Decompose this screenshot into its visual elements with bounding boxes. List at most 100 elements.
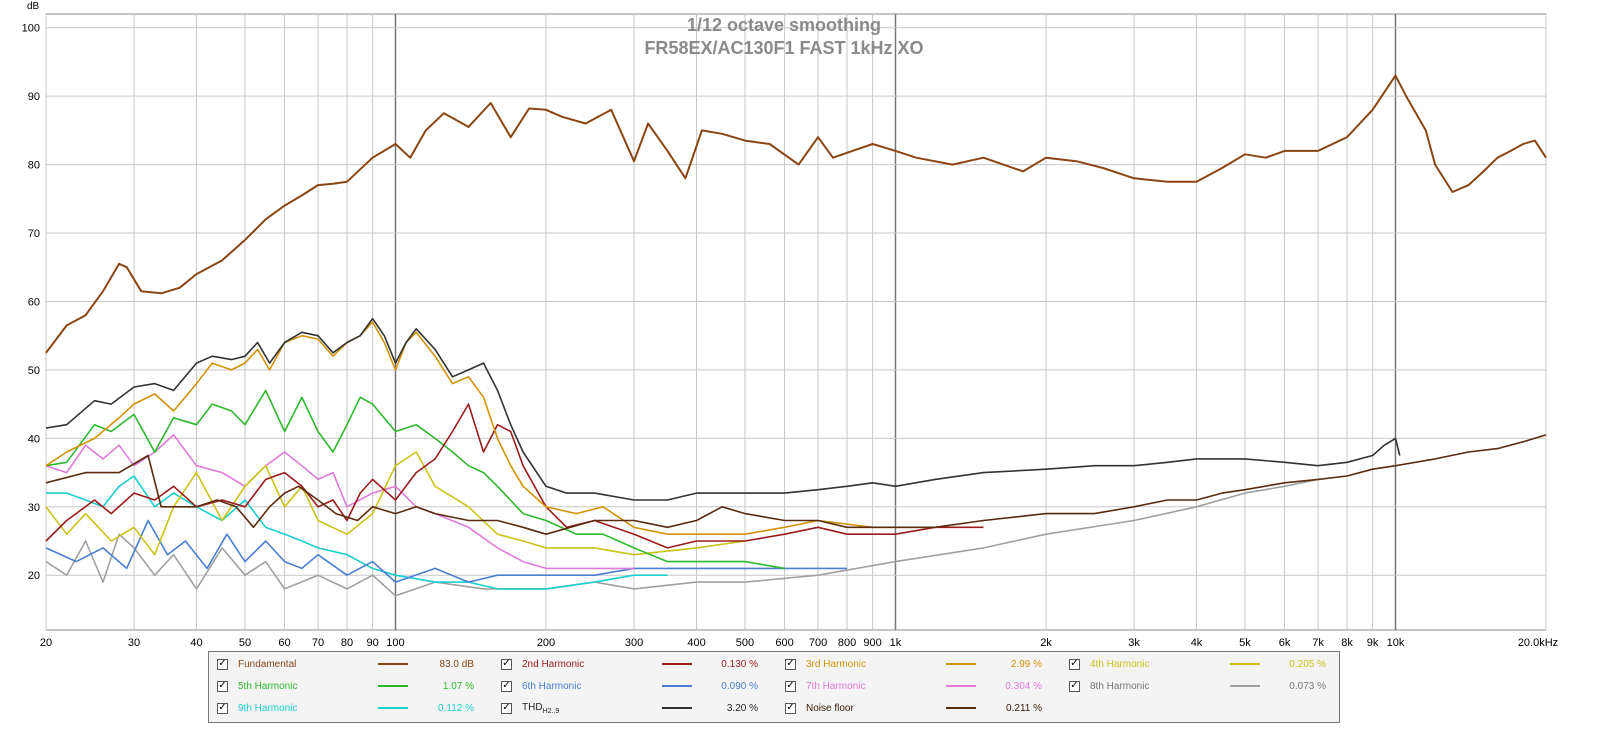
- legend-series-name: 2nd Harmonic: [522, 659, 662, 670]
- x-tick-label: 10k: [1387, 637, 1405, 649]
- x-tick-label: 40: [190, 637, 202, 649]
- legend-series-name-text: 8th Harmonic: [1090, 680, 1150, 692]
- x-tick-label: 9k: [1367, 637, 1379, 649]
- legend-swatch: [946, 663, 976, 665]
- x-tick-label: 200: [537, 637, 555, 649]
- legend-item[interactable]: ✓ Noise floor 0.211 %: [785, 699, 1042, 717]
- legend-series-value: 0.130 %: [721, 658, 758, 670]
- y-tick-labels: 20 30 40 50 60 70 80 90 100: [22, 23, 40, 583]
- legend-swatch: [946, 707, 976, 709]
- x-tick-label: 70: [312, 637, 324, 649]
- legend-item[interactable]: ✓ 6th Harmonic 0.090 %: [501, 677, 758, 695]
- legend: ✓ Fundamental 83.0 dB ✓ 2nd Harmonic 0.130 % ✓…: [208, 651, 1340, 723]
- x-tick-label: 60: [278, 637, 290, 649]
- series-line-4th-harmonic: [45, 451, 746, 556]
- legend-series-name-text: 3rd Harmonic: [806, 658, 867, 670]
- legend-checkbox[interactable]: ✓: [501, 658, 512, 670]
- legend-series-name-text: Fundamental: [238, 658, 297, 670]
- series-line-2nd-harmonic: [45, 403, 984, 549]
- legend-series-name: 5th Harmonic: [238, 681, 378, 692]
- y-tick-label: 90: [28, 91, 40, 103]
- legend-checkbox[interactable]: ✓: [217, 702, 228, 714]
- legend-checkbox[interactable]: ✓: [785, 658, 796, 670]
- legend-item[interactable]: ✓ 2nd Harmonic 0.130 %: [501, 655, 758, 673]
- series-line-9th-harmonic: [46, 475, 668, 590]
- x-tick-label: 700: [809, 637, 827, 649]
- legend-series-value: 1.07 %: [442, 680, 474, 692]
- legend-series-name-text: 2nd Harmonic: [522, 658, 585, 670]
- legend-item[interactable]: ✓ 9th Harmonic 0.112 %: [217, 699, 474, 717]
- series-line-5th-harmonic: [45, 389, 785, 570]
- legend-series-name-text: 4th Harmonic: [1090, 658, 1150, 670]
- x-tick-label: 3k: [1128, 637, 1140, 649]
- series-line-7th-harmonic: [45, 434, 634, 570]
- legend-series-name: Noise floor: [806, 703, 946, 714]
- y-tick-label: 80: [28, 160, 40, 172]
- legend-swatch: [378, 685, 408, 687]
- x-tick-label: 7k: [1312, 637, 1324, 649]
- y-tick-label: 40: [28, 433, 40, 445]
- legend-series-value: 0.073 %: [1289, 680, 1326, 692]
- series-line-thd: [45, 317, 1401, 501]
- legend-checkbox[interactable]: ✓: [501, 702, 512, 714]
- x-tick-label: 30: [128, 637, 140, 649]
- legend-swatch: [1230, 663, 1260, 665]
- legend-series-name-text: THD: [522, 701, 543, 713]
- legend-checkbox[interactable]: ✓: [785, 680, 796, 692]
- x-tick-label: 900: [863, 637, 881, 649]
- chart-subtitle: FR58EX/AC130F1 FAST 1kHz XO: [644, 38, 923, 58]
- legend-checkbox[interactable]: ✓: [1069, 680, 1080, 692]
- series-line-noise-floor: [45, 434, 1547, 535]
- legend-series-value: 0.205 %: [1289, 658, 1326, 670]
- legend-checkbox[interactable]: ✓: [217, 658, 228, 670]
- legend-item[interactable]: ✓ 3rd Harmonic 2.99 %: [785, 655, 1042, 673]
- legend-swatch: [946, 685, 976, 687]
- legend-series-value: 0.112 %: [438, 702, 474, 714]
- legend-series-value: 0.211 %: [1006, 702, 1042, 714]
- legend-series-name: 6th Harmonic: [522, 681, 662, 692]
- legend-series-name-text: 6th Harmonic: [522, 680, 582, 692]
- legend-swatch: [662, 663, 692, 665]
- plot-area: [45, 13, 1547, 631]
- legend-item[interactable]: ✓ 5th Harmonic 1.07 %: [217, 677, 474, 695]
- legend-checkbox[interactable]: ✓: [1069, 658, 1080, 670]
- series-line-3rd-harmonic: [45, 321, 917, 535]
- legend-series-value: 0.090 %: [721, 680, 758, 692]
- series-line-8th-harmonic: [45, 478, 1319, 597]
- x-tick-label: 2k: [1040, 637, 1052, 649]
- x-tick-label: 400: [687, 637, 705, 649]
- legend-swatch: [662, 707, 692, 709]
- y-tick-label: 50: [28, 365, 40, 377]
- legend-series-value: 3.20 %: [726, 702, 758, 714]
- x-tick-label: 50: [239, 637, 251, 649]
- x-tick-label: 20.0kHz: [1518, 637, 1558, 649]
- legend-swatch: [378, 707, 408, 709]
- legend-item[interactable]: ✓ 8th Harmonic 0.073 %: [1069, 677, 1326, 695]
- legend-series-name: 4th Harmonic: [1090, 659, 1230, 670]
- legend-checkbox[interactable]: ✓: [217, 680, 228, 692]
- y-tick-label: 70: [28, 228, 40, 240]
- legend-swatch: [378, 663, 408, 665]
- y-tick-label: 100: [22, 23, 40, 35]
- legend-item[interactable]: ✓ 7th Harmonic 0.304 %: [785, 677, 1042, 695]
- legend-swatch: [1230, 685, 1260, 687]
- legend-checkbox[interactable]: ✓: [785, 702, 796, 714]
- legend-item[interactable]: ✓ 4th Harmonic 0.205 %: [1069, 655, 1326, 673]
- legend-checkbox[interactable]: ✓: [501, 680, 512, 692]
- legend-item[interactable]: ✓ THDH2..9 3.20 %: [501, 699, 758, 717]
- x-tick-label: 90: [366, 637, 378, 649]
- x-tick-labels: 20 30 40 50 60 70 80 90 100 200 300 400 500 600 700 800…: [40, 637, 1558, 649]
- x-tick-label: 600: [775, 637, 793, 649]
- x-tick-label: 100: [386, 637, 404, 649]
- legend-item[interactable]: ✓ Fundamental 83.0 dB: [217, 655, 474, 673]
- legend-series-name: Fundamental: [238, 659, 378, 670]
- x-tick-label: 8k: [1341, 637, 1353, 649]
- legend-series-name-text: 7th Harmonic: [806, 680, 866, 692]
- legend-series-name-text: 5th Harmonic: [238, 680, 298, 692]
- series-line-6th-harmonic: [45, 519, 847, 583]
- legend-series-name: 8th Harmonic: [1090, 681, 1230, 692]
- series-line-fundamental: [45, 74, 1547, 354]
- legend-series-value: 83.0 dB: [439, 658, 474, 670]
- series-group: [45, 74, 1547, 597]
